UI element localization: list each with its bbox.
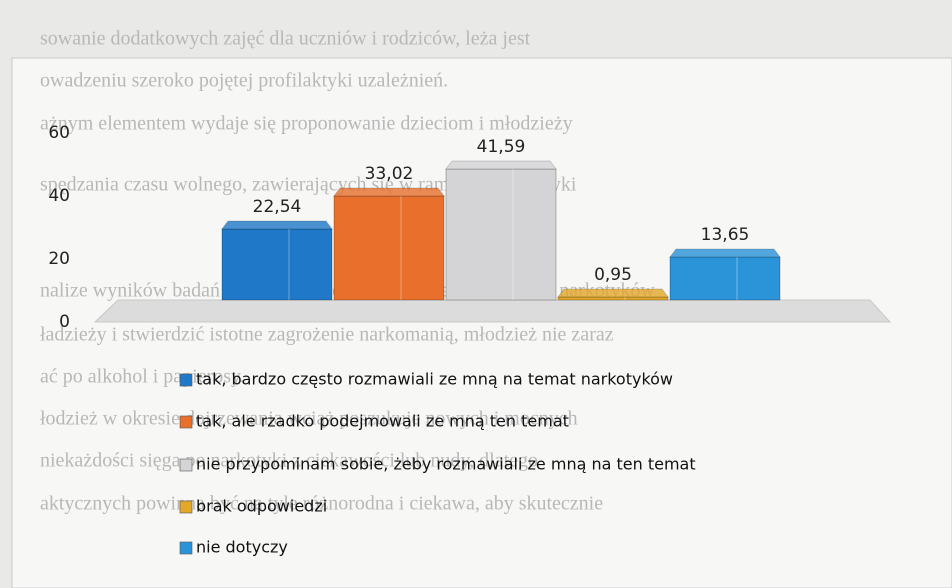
bar-top: [221, 220, 333, 230]
chart: 0 20 40 60 22,54 33,02 41,59 0,95 13,65 tak, bard…: [48, 123, 892, 557]
legend-swatch: [179, 541, 193, 555]
bar: [333, 195, 445, 301]
bar-top: [557, 288, 669, 298]
document-line: spędzania czasu wolnego, zawierających s…: [40, 174, 577, 196]
bar: [445, 168, 557, 301]
data-label: 22,54: [253, 197, 302, 217]
bar-top: [669, 248, 781, 258]
legend-swatch: [179, 500, 193, 514]
legend-label: tak, bardzo często rozmawiali ze mną na …: [196, 370, 673, 389]
document-line: ać po alkohol i papierosy.: [40, 366, 245, 388]
legend-swatch: [179, 373, 193, 387]
bar: [221, 228, 333, 301]
document-line: ażnym elementem wydaje się proponowanie …: [40, 113, 573, 135]
legend-swatch: [179, 458, 193, 472]
y-tick-label: 60: [48, 123, 70, 143]
legend-swatch: [179, 415, 193, 429]
floor: [93, 299, 892, 323]
document-line: łodzież w okresie dojrzewania wciąż posz…: [40, 408, 578, 430]
y-tick-label: 40: [48, 186, 70, 206]
legend-label: nie przypominam sobie, żeby rozmawiali z…: [196, 455, 696, 474]
bar-top: [445, 160, 557, 170]
y-tick-label: 0: [59, 312, 70, 332]
bar: [669, 256, 781, 301]
data-label: 13,65: [701, 225, 750, 245]
legend-label: tak, ale rzadko podejmowali ze mną ten t…: [196, 412, 569, 431]
chart-panel: [11, 57, 952, 588]
data-label: 41,59: [477, 137, 526, 157]
document-line: niekażdości sięga po narkotyki z ciekawo…: [40, 450, 538, 472]
y-tick-label: 20: [48, 249, 70, 269]
data-label: 33,02: [365, 164, 414, 184]
document-line: ładzieży i stwierdzić istotne zagrożenie…: [40, 324, 614, 346]
legend-label: nie dotyczy: [196, 538, 288, 557]
document-line: sowanie dodatkowych zajęć dla uczniów i …: [40, 28, 531, 50]
data-label: 0,95: [594, 265, 632, 285]
document-line: owadzeniu szeroko pojętej profilaktyki u…: [40, 70, 448, 92]
legend-label: brak odpowiedzi: [196, 497, 327, 516]
bar-top: [333, 187, 445, 197]
